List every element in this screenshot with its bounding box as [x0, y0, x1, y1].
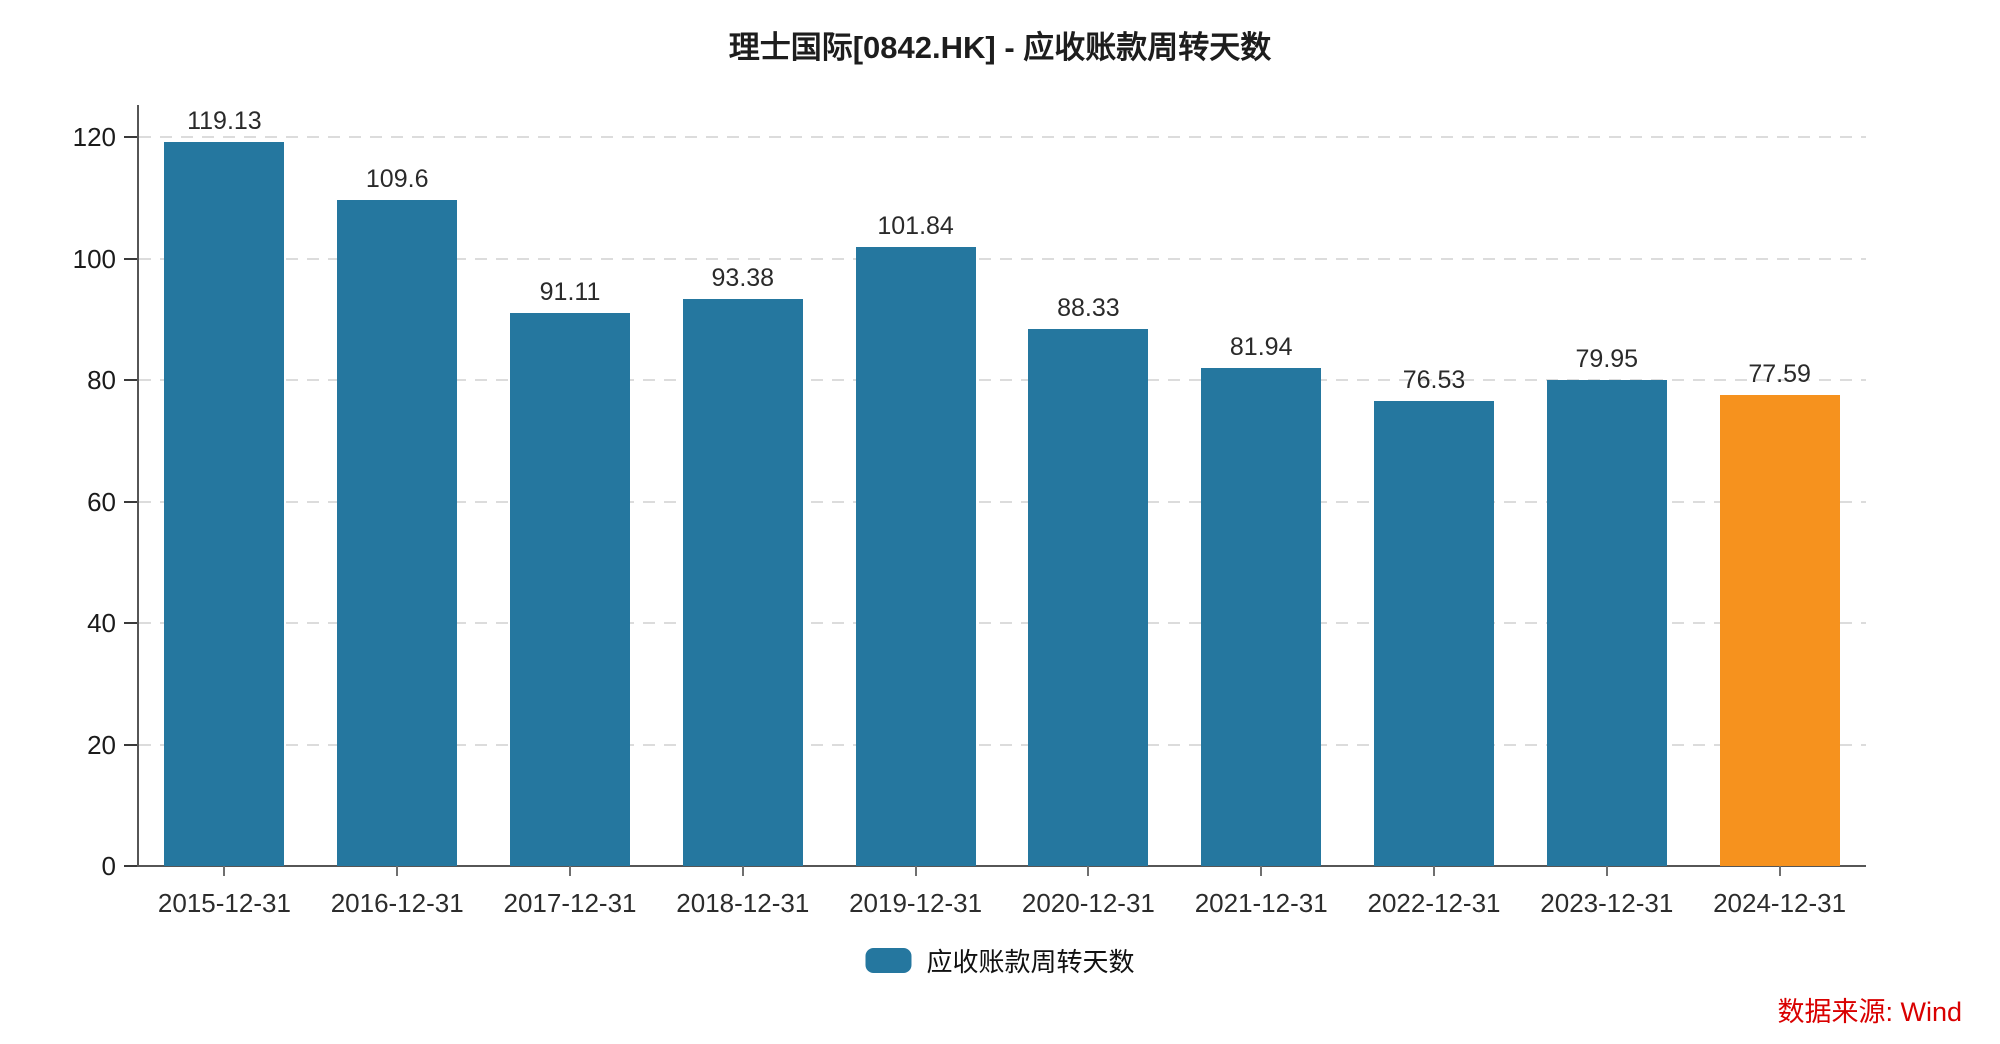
- gridline-y-100: [139, 257, 1866, 260]
- x-axis-line: [137, 865, 1866, 867]
- gridline-y-40: [139, 622, 1866, 624]
- x-tick-mark-2024-12-31: [1778, 866, 1781, 876]
- bar-2016-12-31: [337, 200, 458, 866]
- y-tick-mark-100: [124, 257, 137, 260]
- y-tick-mark-80: [124, 379, 137, 381]
- chart-title: 理士国际[0842.HK] - 应收账款周转天数: [728, 30, 1272, 65]
- y-tick-label-60: 60: [87, 486, 116, 517]
- bar-2015-12-31: [164, 142, 285, 866]
- y-tick-mark-120: [124, 136, 137, 138]
- legend-label: 应收账款周转天数: [926, 947, 1135, 977]
- x-tick-mark-2017-12-31: [569, 866, 571, 876]
- legend: 应收账款周转天数: [865, 942, 1135, 979]
- x-tick-label-2017-12-31: 2017-12-31: [503, 888, 637, 918]
- bar-value-label-2019-12-31: 101.84: [877, 212, 954, 241]
- bar-value-label-2018-12-31: 93.38: [711, 263, 775, 292]
- x-tick-label-2015-12-31: 2015-12-31: [157, 888, 291, 918]
- x-tick-label-2022-12-31: 2022-12-31: [1367, 888, 1501, 918]
- y-tick-label-20: 20: [87, 729, 116, 760]
- gridline-y-120: [139, 136, 1866, 138]
- y-tick-mark-0: [124, 865, 137, 867]
- x-tick-mark-2020-12-31: [1087, 866, 1090, 876]
- gridline-y-60: [139, 500, 1866, 503]
- bar-value-label-2022-12-31: 76.53: [1402, 366, 1466, 395]
- y-axis-line: [137, 105, 139, 866]
- x-tick-mark-2021-12-31: [1260, 866, 1263, 876]
- bar-value-label-2024-12-31: 77.59: [1748, 359, 1811, 388]
- x-tick-mark-2022-12-31: [1433, 866, 1435, 876]
- data-source-note: 数据来源: Wind: [1777, 997, 1962, 1027]
- bar-2017-12-31: [510, 312, 630, 866]
- bar-value-label-2017-12-31: 91.11: [539, 277, 601, 306]
- legend-swatch: [865, 948, 912, 973]
- bar-2024-12-31: [1719, 394, 1840, 866]
- plot-area: 0 20 40 60 80 100 120 119.13 2015-12-31 109.6 2016…: [73, 105, 1866, 918]
- x-tick-label-2019-12-31: 2019-12-31: [849, 888, 983, 918]
- bar-value-label-2015-12-31: 119.13: [187, 107, 262, 136]
- bar-value-label-2016-12-31: 109.6: [365, 165, 429, 194]
- x-tick-mark-2018-12-31: [741, 866, 744, 876]
- bar-value-label-2021-12-31: 81.94: [1229, 333, 1293, 362]
- gridline-y-20: [139, 743, 1866, 746]
- x-tick-label-2024-12-31: 2024-12-31: [1713, 888, 1847, 918]
- bar-2023-12-31: [1546, 380, 1667, 866]
- y-tick-label-120: 120: [72, 122, 116, 152]
- x-tick-label-2021-12-31: 2021-12-31: [1194, 888, 1328, 918]
- y-tick-label-40: 40: [87, 608, 116, 638]
- bar-value-label-2023-12-31: 79.95: [1575, 345, 1639, 374]
- x-tick-label-2023-12-31: 2023-12-31: [1540, 888, 1674, 918]
- y-tick-mark-20: [124, 743, 137, 746]
- bar-2018-12-31: [682, 298, 803, 866]
- y-tick-mark-40: [124, 622, 137, 624]
- x-tick-label-2020-12-31: 2020-12-31: [1021, 888, 1155, 918]
- bar-2020-12-31: [1028, 329, 1149, 866]
- y-tick-label-80: 80: [87, 365, 116, 395]
- bar-2019-12-31: [855, 247, 976, 866]
- x-tick-mark-2019-12-31: [914, 866, 917, 876]
- y-tick-label-0: 0: [101, 851, 116, 881]
- x-tick-mark-2015-12-31: [223, 866, 226, 876]
- x-tick-label-2018-12-31: 2018-12-31: [676, 888, 810, 918]
- gridline-y-80: [139, 379, 1866, 381]
- y-tick-mark-60: [124, 500, 137, 503]
- bar-value-label-2020-12-31: 88.33: [1057, 294, 1120, 323]
- bar-2021-12-31: [1201, 368, 1322, 866]
- x-tick-mark-2016-12-31: [396, 866, 399, 876]
- x-tick-label-2016-12-31: 2016-12-31: [330, 888, 464, 918]
- x-tick-mark-2023-12-31: [1605, 866, 1608, 876]
- y-tick-label-100: 100: [72, 243, 116, 274]
- bar-2022-12-31: [1374, 401, 1494, 866]
